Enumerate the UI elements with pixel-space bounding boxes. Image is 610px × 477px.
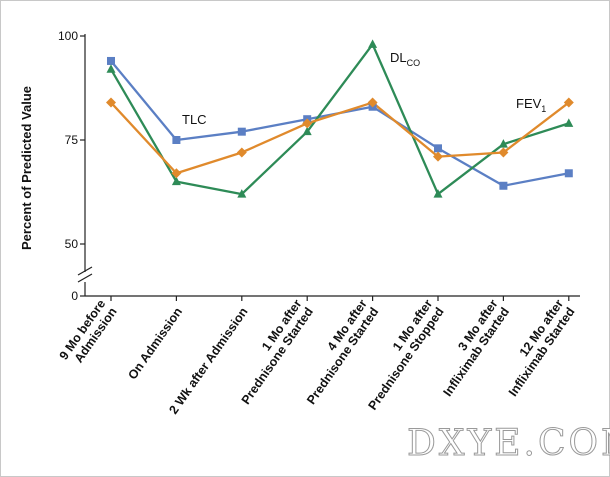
y-tick-label: 0 [71, 289, 78, 303]
data-point-triangle [171, 176, 181, 186]
data-point-triangle [564, 118, 574, 127]
data-point-diamond [236, 147, 247, 158]
data-point-diamond [302, 118, 313, 129]
data-point-diamond [171, 168, 182, 179]
data-point-triangle [498, 139, 508, 148]
watermark: DXYE.COM [407, 423, 610, 464]
data-point-triangle [368, 39, 378, 48]
data-point-diamond [106, 97, 116, 108]
y-axis-label: Percent of Predicted Value [19, 86, 34, 250]
axis-break-mark [77, 273, 93, 283]
series-line-fev1 [110, 101, 570, 175]
series-label-dlco: DLCO [390, 50, 420, 68]
data-point-diamond [433, 151, 443, 162]
data-point-square [499, 181, 508, 190]
series-line-tlc [110, 60, 570, 187]
data-point-triangle [302, 126, 312, 136]
labels: TLC DLCO FEV1 [182, 50, 546, 127]
y-tick-label: 50 [65, 237, 79, 251]
x-tick-label: 9 Mo beforeAdmission [57, 297, 120, 371]
data-point-diamond [563, 97, 574, 108]
series-label-fev1: FEV1 [516, 96, 546, 114]
series-markers [106, 39, 574, 198]
data-point-triangle [237, 189, 247, 198]
data-point-diamond [367, 97, 378, 108]
data-point-square [107, 56, 115, 65]
y-tick-label: 75 [65, 133, 79, 147]
data-point-triangle [433, 189, 443, 198]
axis-break-mark [77, 266, 93, 276]
series-label-tlc: TLC [182, 112, 207, 127]
data-point-square [434, 144, 442, 153]
data-point-square [172, 136, 181, 144]
series-lines [110, 43, 570, 196]
data-point-triangle [106, 64, 116, 73]
x-tick-label: 2 Wk after Admission [166, 305, 250, 417]
x-tick-label: On Admission [125, 305, 185, 382]
data-point-square [237, 127, 246, 136]
data-point-diamond [498, 147, 509, 158]
y-tick-label: 100 [58, 29, 78, 43]
axes: 100 75 50 09 Mo beforeAdmission On Admission… [57, 29, 580, 417]
data-point-square [564, 169, 573, 178]
